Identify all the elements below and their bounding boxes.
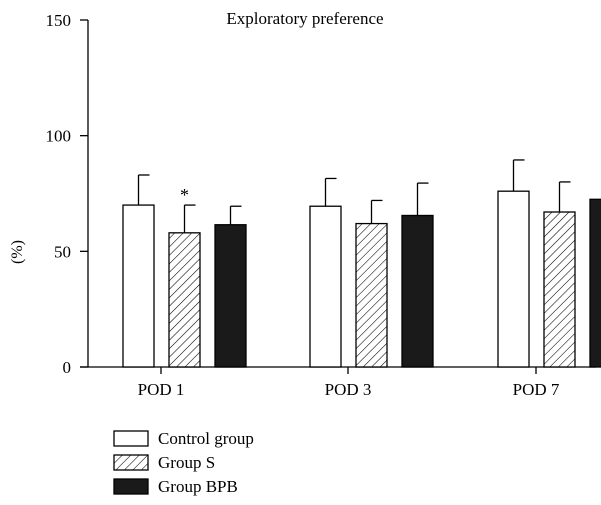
bar <box>309 205 342 368</box>
y-tick-label: 50 <box>54 242 71 261</box>
legend-label: Group S <box>158 453 215 472</box>
significance-marker: * <box>180 185 189 205</box>
legend-label: Control group <box>158 429 254 448</box>
bar <box>122 204 155 368</box>
bar <box>401 214 434 368</box>
x-tick-label: POD 3 <box>325 380 372 399</box>
y-tick-label: 100 <box>46 127 72 146</box>
legend-label: Group BPB <box>158 477 238 496</box>
legend-swatch <box>113 454 149 471</box>
y-tick-label: 0 <box>63 358 72 377</box>
bar <box>543 211 576 368</box>
bar <box>214 224 247 368</box>
bar <box>168 232 201 368</box>
legend-swatch <box>113 430 149 447</box>
legend-swatch <box>113 478 149 495</box>
y-axis-label: (%) <box>9 240 26 264</box>
bar <box>589 198 601 368</box>
bar <box>497 190 530 368</box>
x-tick-label: POD 7 <box>513 380 560 399</box>
chart-title: Exploratory preference <box>226 9 383 28</box>
bar <box>355 222 388 368</box>
y-tick-label: 150 <box>46 11 72 30</box>
x-tick-label: POD 1 <box>138 380 185 399</box>
